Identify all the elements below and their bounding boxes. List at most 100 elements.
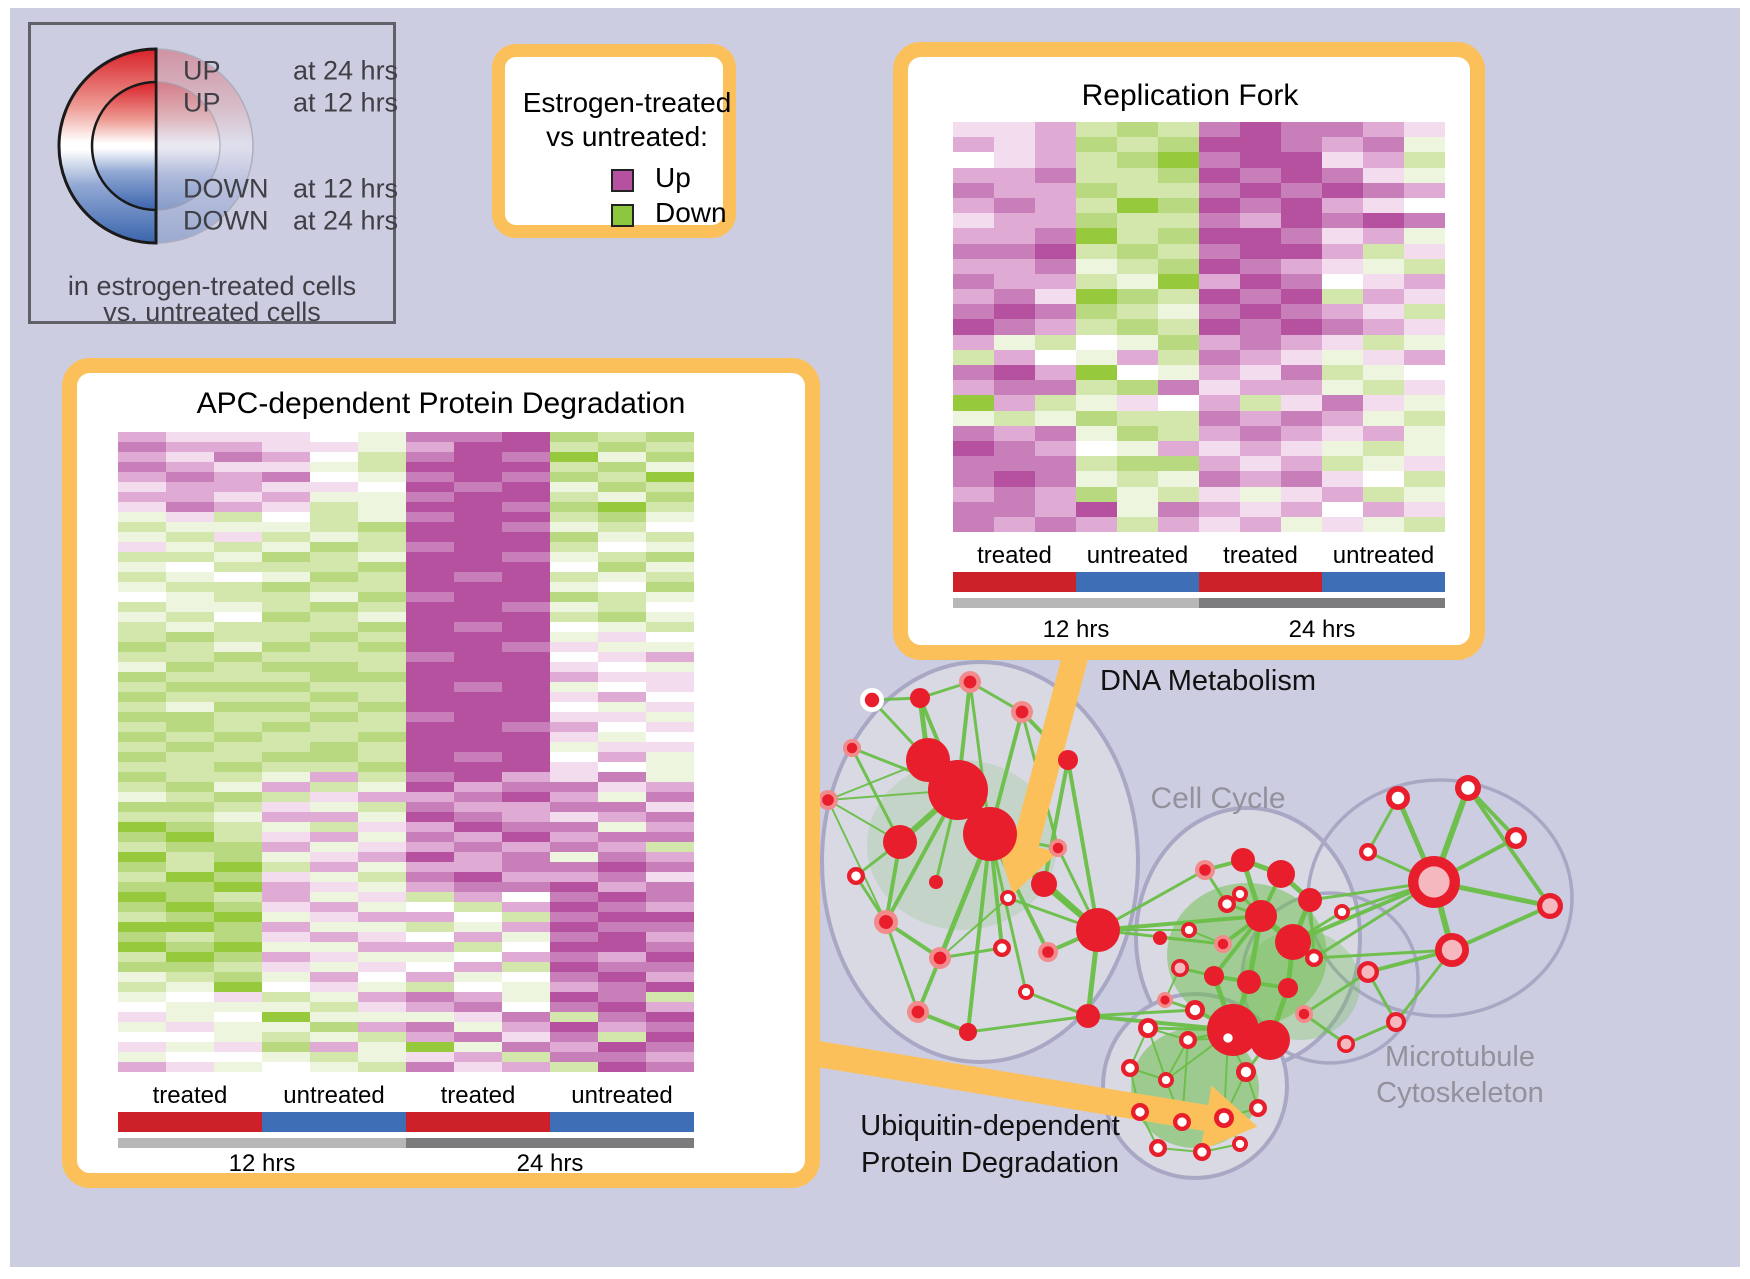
heatmap-row: [953, 471, 1445, 487]
heatmap-cell: [358, 432, 406, 442]
heatmap-cell: [310, 1062, 358, 1072]
heatmap-cell: [310, 912, 358, 922]
heatmap-cell: [1363, 228, 1404, 244]
heatmap-cell: [1322, 137, 1363, 153]
heatmap-cell: [598, 572, 646, 582]
heatmap-cell: [214, 942, 262, 952]
network-edge: [1042, 759, 1070, 885]
heatmap-cell: [646, 1002, 694, 1012]
heatmap-cell: [550, 852, 598, 862]
heatmap-cell: [262, 712, 310, 722]
legend-dir-label: UP: [183, 87, 221, 118]
heatmap-row: [118, 842, 694, 852]
heatmap-cell: [454, 732, 502, 742]
heatmap-cell: [1117, 152, 1158, 168]
heatmap-cell: [166, 712, 214, 722]
heatmap-cell: [646, 512, 694, 522]
heatmap-cell: [598, 512, 646, 522]
heatmap-cell: [358, 1032, 406, 1042]
heatmap-cell: [1076, 182, 1117, 198]
heatmap-cell: [1035, 380, 1076, 396]
heatmap-cell: [454, 562, 502, 572]
heatmap-cell: [646, 522, 694, 532]
heatmap-cell: [118, 732, 166, 742]
heatmap-cell: [1158, 319, 1199, 335]
heatmap-cell: [1322, 334, 1363, 350]
heatmap-cell: [502, 502, 550, 512]
heatmap-cell: [406, 492, 454, 502]
heatmap-cell: [310, 922, 358, 932]
heatmap-cell: [1158, 243, 1199, 259]
heatmap-cell: [262, 692, 310, 702]
heatmap-cell: [214, 512, 262, 522]
heatmap-cell: [214, 712, 262, 722]
heatmap-cell: [1076, 228, 1117, 244]
heatmap-cell: [358, 732, 406, 742]
heatmap-cell: [1281, 410, 1322, 426]
heatmap-cell: [1076, 440, 1117, 457]
heatmap-cell: [1322, 365, 1363, 381]
heatmap-cell: [358, 472, 406, 482]
heatmap-cell: [1076, 486, 1117, 502]
heatmap-cell: [502, 532, 550, 542]
heatmap-cell: [166, 462, 214, 472]
heatmap-cell: [1404, 258, 1445, 274]
heatmap-cell: [1240, 213, 1281, 229]
heatmap-cell: [646, 832, 694, 842]
heatmap-cell: [646, 562, 694, 572]
up-label: Up: [655, 162, 691, 193]
heatmap-cell: [358, 512, 406, 522]
heatmap-cell: [310, 862, 358, 872]
heatmap-cell: [1322, 349, 1363, 365]
heatmap-cell: [166, 442, 214, 452]
heatmap-cell: [1158, 395, 1199, 411]
network-node-core: [1199, 864, 1211, 876]
heatmap-cell: [262, 1012, 310, 1022]
heatmap-cell: [1404, 334, 1445, 350]
heatmap-cell: [406, 752, 454, 762]
heatmap-cell: [1240, 243, 1281, 259]
heatmap-cell: [166, 612, 214, 622]
heatmap-cell: [166, 752, 214, 762]
heatmap-cell: [598, 542, 646, 552]
heatmap-cell: [1322, 501, 1363, 517]
heatmap-cell: [358, 742, 406, 752]
heatmap-cell: [1117, 122, 1158, 138]
heatmap-cell: [1035, 289, 1076, 305]
heatmap-cell: [1035, 122, 1076, 138]
heatmap-cell: [1322, 122, 1363, 138]
heatmap-cell: [262, 842, 310, 852]
heatmap-cell: [646, 452, 694, 462]
heatmap-cell: [406, 482, 454, 492]
network-node-core: [1363, 847, 1373, 857]
heatmap-cell: [310, 762, 358, 772]
heatmap-cell: [262, 542, 310, 552]
heatmap-cell: [358, 1012, 406, 1022]
heatmap-cell: [953, 167, 994, 183]
heatmap-cell: [646, 632, 694, 642]
heatmap-cell: [646, 862, 694, 872]
heatmap-cell: [214, 522, 262, 532]
heatmap-cell: [118, 922, 166, 932]
heatmap-row: [118, 952, 694, 962]
heatmap-cell: [953, 380, 994, 396]
heatmap-cell: [502, 882, 550, 892]
heatmap-cell: [118, 802, 166, 812]
heatmap-cell: [166, 732, 214, 742]
heatmap-cell: [953, 243, 994, 259]
heatmap-cell: [406, 792, 454, 802]
treatment-bar-untreated: [1322, 572, 1445, 592]
heatmap-cell: [358, 642, 406, 652]
heatmap-cell: [214, 922, 262, 932]
heatmap-cell: [550, 582, 598, 592]
heatmap-cell: [214, 492, 262, 502]
heatmap-cell: [953, 440, 994, 457]
network-node-core: [1235, 1139, 1245, 1149]
heatmap-cell: [1199, 319, 1240, 335]
heatmap-cell: [1117, 213, 1158, 229]
heatmap-cell: [646, 582, 694, 592]
heatmap-cell: [598, 982, 646, 992]
heatmap-cell: [166, 882, 214, 892]
heatmap-cell: [598, 662, 646, 672]
heatmap-cell: [550, 522, 598, 532]
